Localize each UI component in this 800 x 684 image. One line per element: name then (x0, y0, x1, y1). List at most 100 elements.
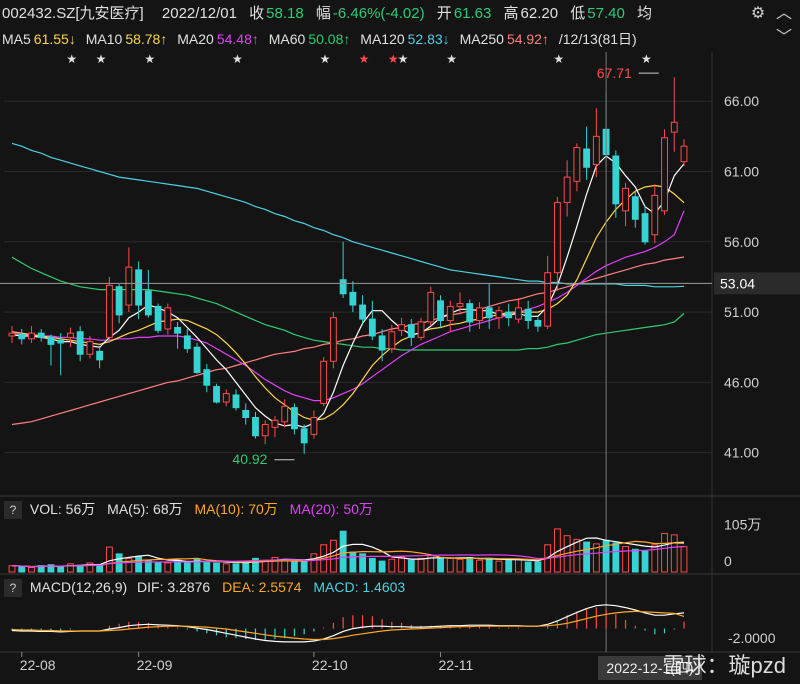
volume-bar (485, 557, 493, 573)
date-range[interactable]: /12/13(81日) (558, 31, 637, 47)
y-tick-label: 56.00 (724, 234, 759, 250)
avg-label: 均 (637, 5, 653, 22)
candle-body (388, 331, 396, 350)
min-price-label: 40.92 (232, 451, 267, 467)
volume-bar (105, 546, 113, 573)
ma10-value: 58.78↑ (125, 31, 168, 47)
event-star-icon: ★ (446, 52, 457, 66)
chevron-up-icon[interactable]: ︿ (775, 5, 792, 22)
volume-bar (28, 566, 35, 573)
macd-panel: -2.0000 (11, 604, 776, 646)
event-star-icon: ★ (359, 52, 370, 66)
volume-bar (8, 565, 16, 573)
volume-bar (417, 557, 425, 573)
candle-body (495, 310, 503, 319)
volume-panel: 105万 0 (8, 516, 761, 573)
y-tick-label: 46.00 (724, 374, 759, 390)
volume-bar (18, 566, 26, 573)
ma250-line (11, 256, 685, 426)
low-label: 低 (570, 5, 586, 22)
volume-bar (252, 557, 259, 573)
volume-bar (86, 562, 94, 573)
vol-ma10-line (11, 540, 685, 568)
ma60-line (11, 256, 685, 351)
watermark: 雪球：璇pzd (662, 653, 786, 678)
candle-body (368, 318, 376, 337)
candle-body (291, 407, 298, 430)
candle-body (524, 308, 532, 321)
crosshair-date: 2022-12-1(四) (598, 656, 702, 680)
candle-body (105, 284, 113, 338)
volume-bar (339, 530, 347, 573)
volume-bar (183, 561, 191, 573)
ma5-line (11, 155, 685, 428)
volume-bar (495, 560, 503, 573)
y-tick-label: 66.00 (724, 93, 759, 109)
help-icon[interactable]: ? (4, 579, 22, 598)
ma5-label: MA5 (2, 31, 31, 47)
candle-body (515, 307, 522, 320)
candle-body (427, 291, 435, 323)
candle-body (242, 409, 250, 418)
vol-ma20: MA(20): 50万 (289, 501, 373, 517)
x-tick-label: 22-08 (20, 657, 56, 673)
vol-y-top: 105万 (724, 516, 761, 532)
volume-bar (67, 563, 74, 573)
volume-bar (164, 562, 172, 573)
change-value: -6.46%(-4.02) (332, 5, 425, 22)
gear-icon[interactable]: ⚙ (750, 5, 766, 22)
candle-body (8, 332, 16, 337)
volume-bar (300, 560, 308, 573)
ma-legend: MA5 61.55↓ MA10 58.78↑ MA20 54.48↑ MA60 50.0… (2, 28, 643, 50)
candle-body (641, 213, 649, 243)
candle-body (583, 148, 591, 168)
candle-body (359, 304, 367, 320)
volume-bar (135, 556, 143, 573)
volume-bar (622, 546, 629, 573)
vol-ma5: MA(5): 68万 (107, 501, 183, 517)
ma20-line (11, 210, 685, 402)
candle-body (310, 416, 318, 435)
x-tick-label: 22-09 (137, 657, 173, 673)
candle-body (18, 334, 26, 340)
crosshair-price-box (714, 272, 800, 295)
candle-body (261, 424, 269, 437)
vol-ma20-line (11, 545, 685, 568)
volume-bar (631, 548, 639, 573)
volume-bar (232, 563, 240, 573)
low-value: 57.40 (587, 5, 625, 22)
candle-body (485, 307, 493, 319)
chevron-down-icon[interactable]: ﹀ (775, 29, 792, 46)
candle-body (339, 279, 347, 295)
candle-body (252, 416, 259, 437)
volume-bar (407, 559, 415, 573)
stock-code[interactable]: 002432.SZ[九安医疗] (2, 5, 144, 22)
volume-bar (349, 551, 357, 573)
x-tick-label: 22-10 (312, 657, 348, 673)
volume-bar (612, 542, 620, 573)
ma120-label: MA120 (360, 31, 405, 47)
candle-body (76, 331, 84, 355)
event-star-icon: ★ (641, 52, 652, 66)
volume-bar (193, 558, 201, 573)
x-tick-label: 22-11 (439, 657, 474, 673)
candle-body (86, 341, 94, 355)
candle-body (203, 369, 211, 386)
volume-bar (680, 546, 688, 573)
candle-body (612, 155, 620, 205)
candle-body (193, 346, 201, 374)
candle-body (417, 321, 425, 338)
volume-bar (359, 553, 367, 573)
help-icon[interactable]: ? (4, 501, 22, 520)
candle-body (407, 324, 415, 338)
candle-body (398, 324, 405, 331)
ma60-label: MA60 (268, 31, 306, 47)
quote-header: 002432.SZ[九安医疗] 2022/12/01 收 58.18 幅 -6.46… (2, 0, 660, 28)
volume-bar (466, 556, 474, 573)
vol-y-zero: 0 (724, 553, 732, 569)
ma20-label: MA20 (177, 31, 214, 47)
volume-bar (670, 534, 678, 573)
candle-body (28, 332, 35, 340)
candle-body (164, 307, 172, 330)
